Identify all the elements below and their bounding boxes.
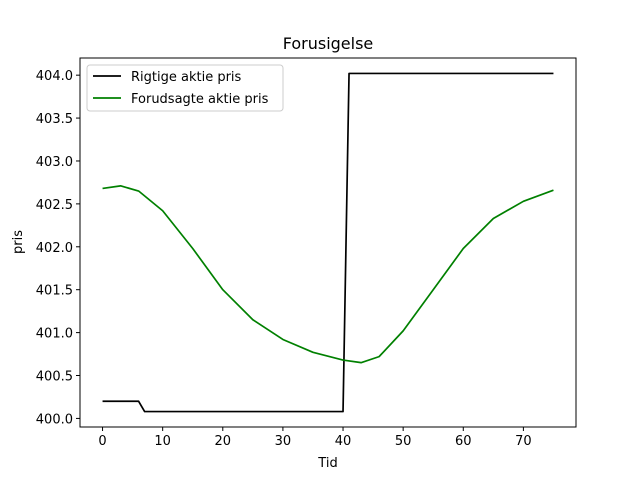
y-tick-label: 404.0 <box>36 69 73 84</box>
y-tick-label: 402.5 <box>36 198 73 213</box>
x-tick-label: 70 <box>515 434 532 449</box>
x-tick-label: 0 <box>98 434 106 449</box>
chart-title: Forusigelse <box>283 34 374 53</box>
series-line-0 <box>102 72 554 413</box>
y-tick-label: 401.5 <box>36 284 73 299</box>
y-tick-label: 401.0 <box>36 327 73 342</box>
legend-label-rigtige: Rigtige aktie pris <box>131 70 242 85</box>
x-axis-title: Tid <box>317 456 337 471</box>
legend: Rigtige aktie pris Forudsagte aktie pris <box>86 64 284 112</box>
legend-box <box>86 64 284 112</box>
y-tick-label: 402.0 <box>36 241 73 256</box>
x-tick-label: 10 <box>154 434 171 449</box>
y-tick-label: 403.5 <box>36 112 73 127</box>
y-tick-label: 400.0 <box>36 412 73 427</box>
x-tick-label: 60 <box>455 434 472 449</box>
plot-frame <box>79 57 577 428</box>
y-tick-label: 400.5 <box>36 370 73 385</box>
y-tick-label: 403.0 <box>36 155 73 170</box>
x-tick-label: 30 <box>275 434 292 449</box>
x-tick-label: 20 <box>215 434 232 449</box>
y-axis-title: pris <box>11 230 26 254</box>
series-line-1 <box>102 185 554 364</box>
legend-label-forudsagte: Forudsagte aktie pris <box>131 92 269 107</box>
axis-ticks: 0 10 20 30 40 50 60 70 400.0 400.5 401.0 401.5 402.0… <box>36 69 532 449</box>
x-tick-label: 50 <box>395 434 412 449</box>
plot-area <box>102 72 554 413</box>
x-tick-label: 40 <box>335 434 352 449</box>
